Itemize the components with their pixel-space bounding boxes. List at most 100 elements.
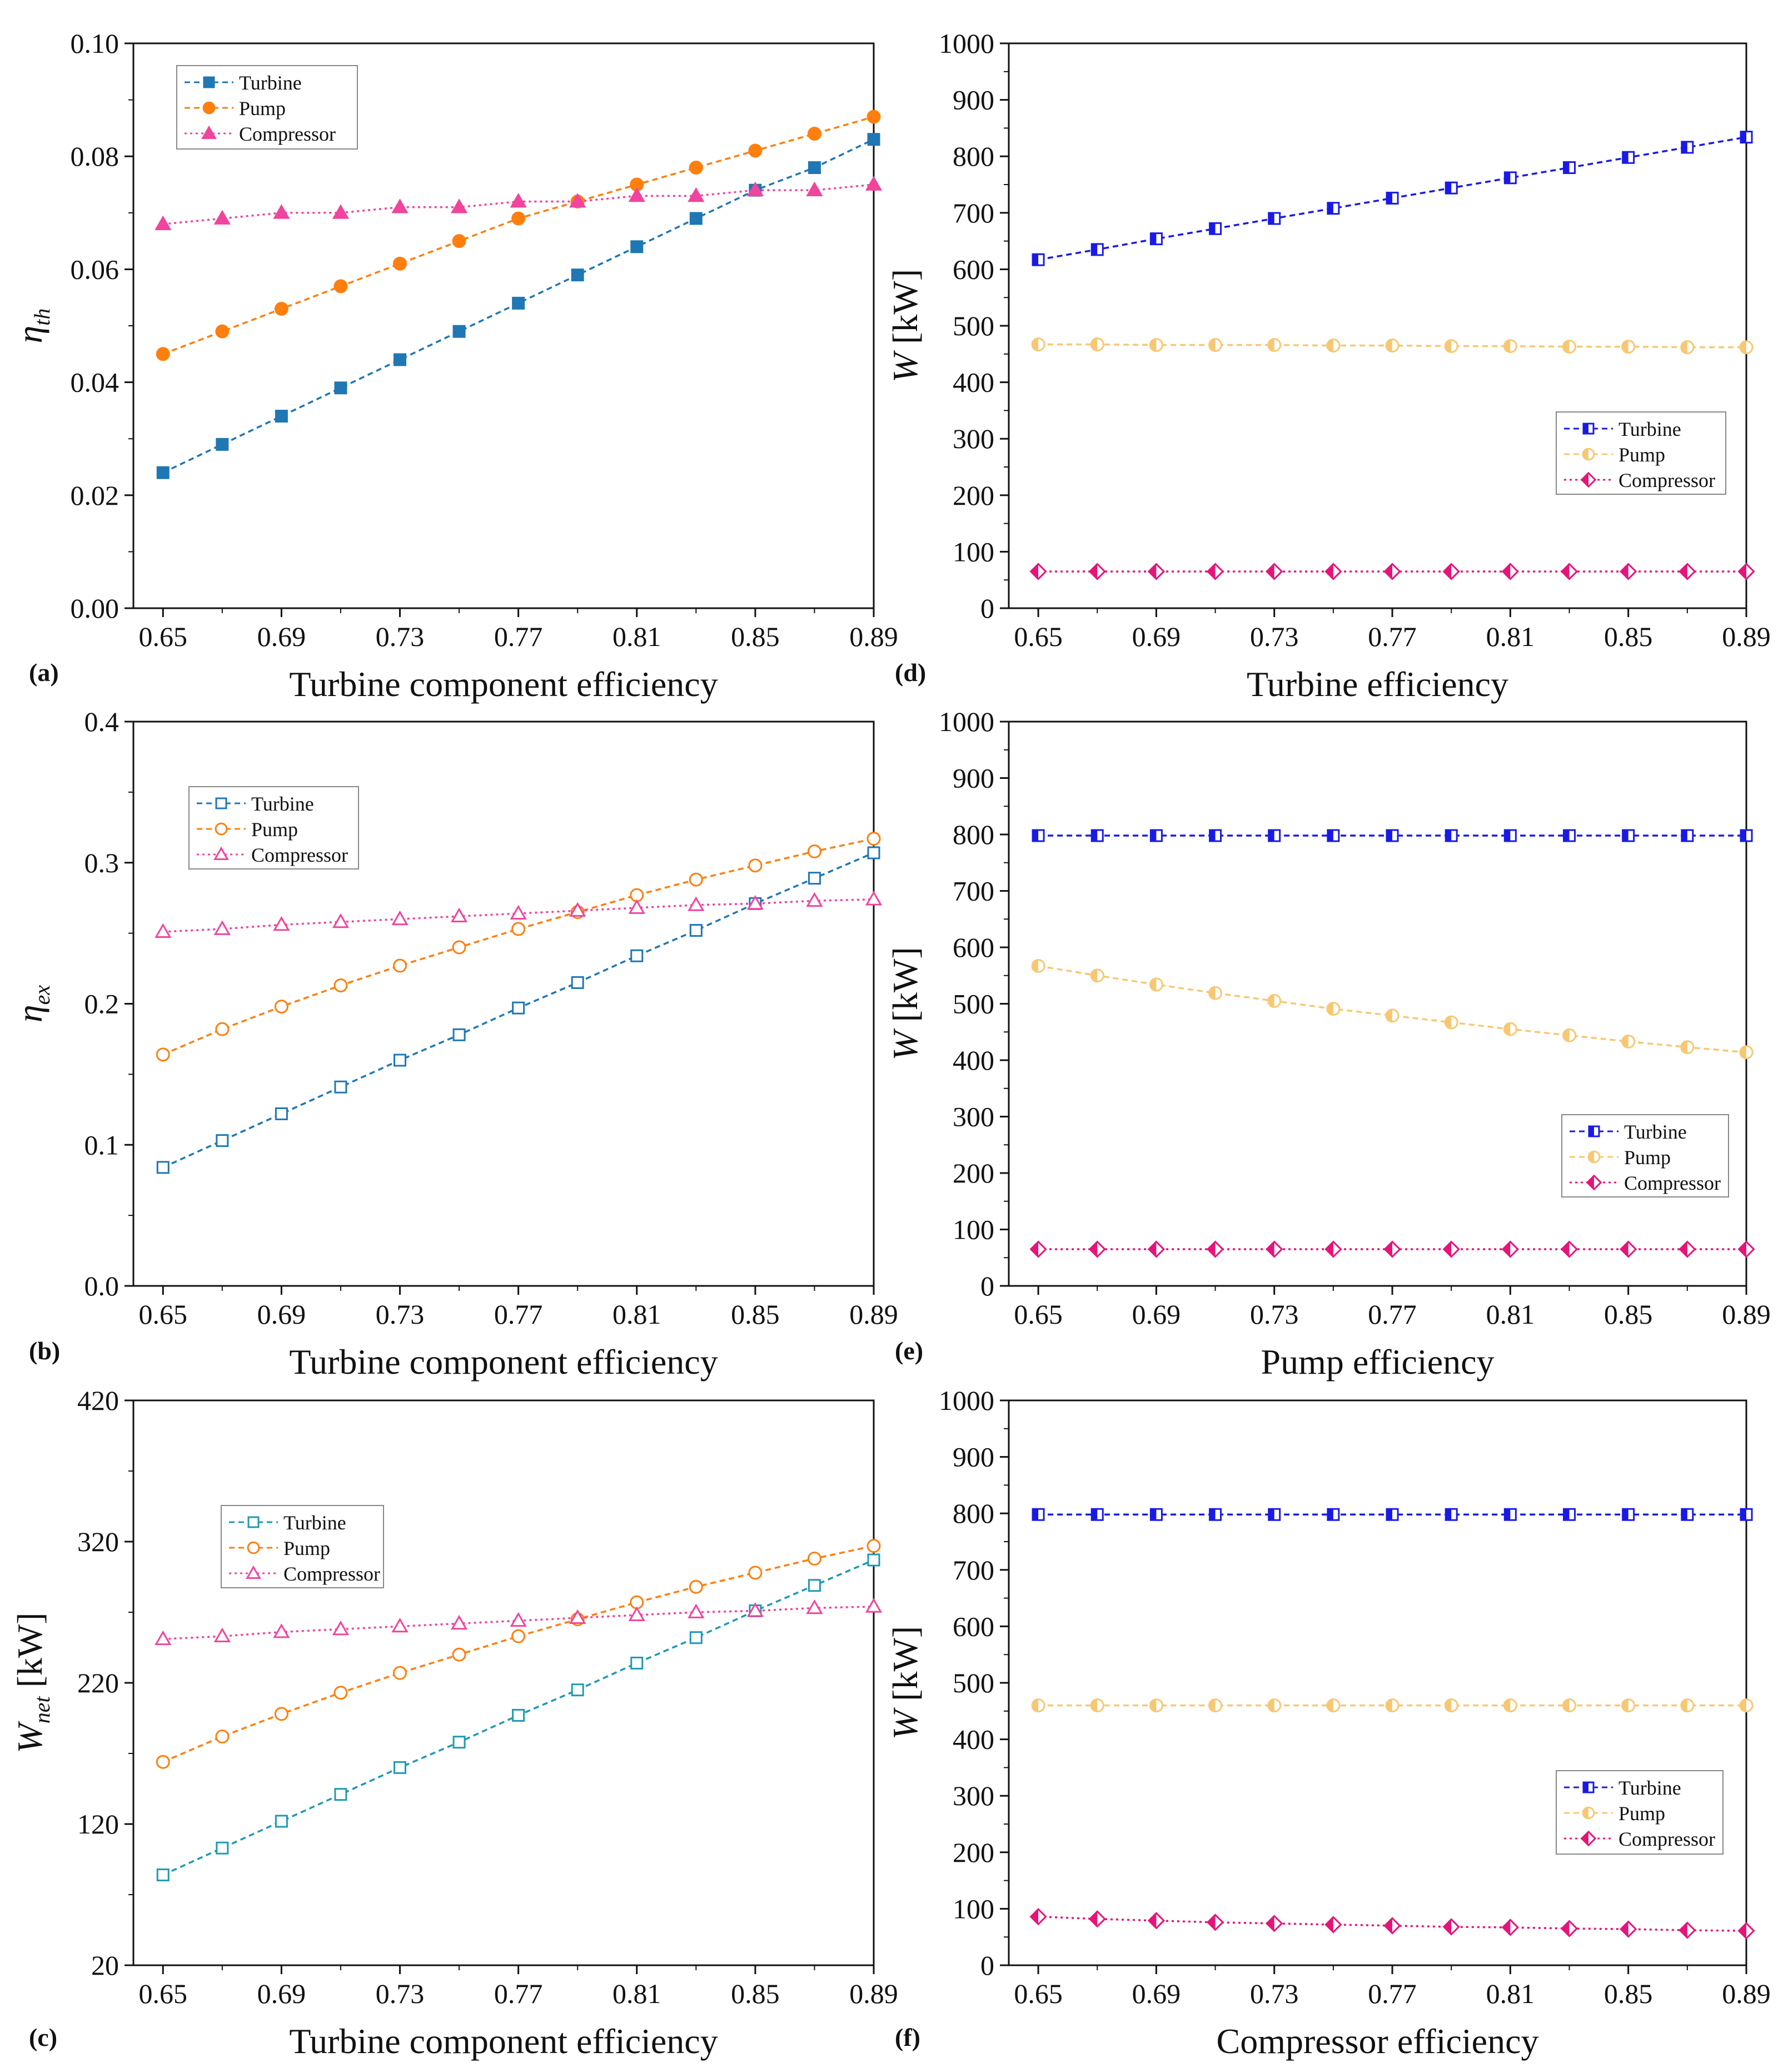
data-point-compressor [569, 192, 586, 208]
data-point-pump-half [1268, 995, 1274, 1007]
y-tick-label: 200 [953, 480, 994, 511]
chart-panel-c: 0.65 0.69 0.73 0.77 0.81 0.85 0.89 20 120 220 320 4… [10, 1385, 898, 2061]
y-tick-label: 0 [980, 1270, 994, 1301]
data-point-turbine [275, 1107, 288, 1120]
data-point-compressor-half [1030, 1241, 1039, 1257]
series-turbine [1032, 131, 1753, 266]
data-point-pump [748, 1566, 763, 1580]
y-axis-title-unit: [kW] [10, 1612, 49, 1696]
data-point-pump [393, 1666, 407, 1680]
data-point-pump [215, 324, 230, 339]
y-tick-label: 500 [953, 1667, 994, 1698]
data-point-compressor-half [1089, 564, 1098, 579]
data-point-compressor [806, 892, 823, 907]
data-point-turbine-half [1563, 830, 1570, 842]
x-tick-label: 0.65 [139, 1978, 188, 2009]
data-point-turbine [216, 1134, 229, 1147]
x-tick-label: 0.65 [1014, 1299, 1063, 1330]
y-tick-label: 400 [953, 1045, 994, 1076]
x-tick-label: 0.69 [257, 621, 306, 652]
series-compressor [155, 891, 883, 938]
data-point-turbine [571, 976, 584, 989]
x-tick-label: 0.81 [612, 1978, 661, 2009]
x-tick-label: 0.77 [1368, 621, 1417, 652]
data-point-compressor-half [1326, 564, 1333, 579]
data-point-pump-half [1032, 960, 1039, 972]
data-point-pump-half [1386, 339, 1393, 352]
y-tick-label: 700 [953, 1554, 994, 1586]
y-tick-label: 120 [77, 1808, 119, 1840]
y-tick-label: 100 [953, 1214, 994, 1245]
data-point-turbine-half [1681, 141, 1687, 153]
chart-panel-d: 0.65 0.69 0.73 0.77 0.81 0.85 0.89 0 100 200 300 40… [885, 28, 1771, 704]
data-point-turbine-half [1092, 1509, 1098, 1521]
data-point-compressor [450, 1614, 468, 1630]
data-point-compressor [865, 891, 883, 906]
y-axis-title-symbol: W [10, 1721, 49, 1753]
y-axis-title-symbol: W [885, 350, 925, 382]
data-point-turbine [512, 296, 525, 310]
data-point-turbine-half [1268, 830, 1274, 842]
data-point-compressor [273, 1623, 290, 1638]
series-compressor [1029, 1240, 1755, 1258]
data-point-compressor-half [1030, 1909, 1039, 1925]
data-point-compressor-half [1208, 1915, 1216, 1930]
y-axis-title: W [kW] [885, 1626, 925, 1740]
y-tick-label: 0.02 [71, 480, 119, 511]
y-tick-label: 700 [953, 876, 994, 907]
legend: Turbine Pump Compressor [1561, 1114, 1729, 1198]
data-point-turbine-half [1092, 244, 1098, 255]
data-point-compressor [450, 907, 468, 923]
data-point-compressor-half [1562, 1241, 1570, 1257]
data-point-pump [866, 110, 881, 124]
data-point-turbine-half [1327, 1509, 1333, 1521]
data-point-turbine [452, 325, 466, 338]
data-point-compressor [746, 1602, 764, 1617]
x-tick-label: 0.89 [849, 1299, 898, 1330]
data-point-pump [274, 1000, 288, 1014]
data-point-turbine [689, 924, 703, 937]
data-point-pump [393, 958, 407, 973]
data-point-turbine [394, 353, 407, 366]
y-axis-title-unit: [kW] [885, 947, 925, 1031]
data-point-pump-half [1268, 1699, 1274, 1712]
data-point-compressor [510, 1612, 527, 1627]
data-point-compressor-half [1384, 564, 1393, 579]
data-point-pump-half [1445, 1016, 1452, 1028]
data-point-pump [511, 1629, 526, 1643]
x-axis-title: Compressor efficiency [1217, 2021, 1539, 2061]
data-point-compressor [332, 1620, 350, 1636]
legend-marker-turbine-half [1583, 1782, 1588, 1792]
y-tick-label: 800 [953, 1498, 994, 1529]
y-tick-label: 1000 [939, 706, 994, 737]
data-point-pump-half [1563, 1029, 1570, 1042]
plot-frame [1008, 1399, 1747, 1966]
data-point-pump [689, 872, 703, 887]
y-tick-label: 1000 [939, 1385, 994, 1416]
data-point-pump [748, 143, 763, 158]
x-tick-label: 0.73 [376, 1978, 425, 2009]
data-point-pump-half [1150, 1699, 1157, 1712]
data-point-pump-half [1504, 1023, 1511, 1036]
data-point-compressor [746, 181, 764, 197]
legend-label-turbine: Turbine [239, 72, 302, 94]
data-point-pump [807, 127, 821, 141]
data-point-turbine-half [1622, 152, 1628, 163]
y-tick-label: 0.0 [84, 1270, 119, 1301]
data-point-turbine-half [1446, 830, 1452, 842]
legend-marker-compressor-half [1587, 1175, 1594, 1190]
data-point-compressor [628, 899, 645, 914]
data-point-pump [452, 234, 466, 249]
x-tick-label: 0.89 [1722, 1299, 1771, 1330]
legend: Turbine Pump Compressor [188, 786, 359, 869]
x-tick-label: 0.69 [1132, 1978, 1181, 2009]
legend-marker-pump [215, 822, 228, 836]
data-point-turbine-half [1446, 1509, 1452, 1521]
data-point-compressor [688, 896, 705, 911]
x-tick-label: 0.65 [1014, 621, 1063, 652]
x-tick-label: 0.77 [1368, 1978, 1417, 2009]
data-point-turbine [452, 1028, 466, 1041]
x-tick-label: 0.73 [1250, 1978, 1299, 2009]
x-tick-label: 0.73 [1250, 621, 1299, 652]
data-point-turbine [334, 381, 347, 395]
